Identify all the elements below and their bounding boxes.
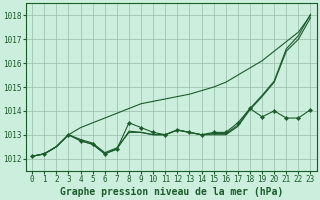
X-axis label: Graphe pression niveau de la mer (hPa): Graphe pression niveau de la mer (hPa) xyxy=(60,186,283,197)
